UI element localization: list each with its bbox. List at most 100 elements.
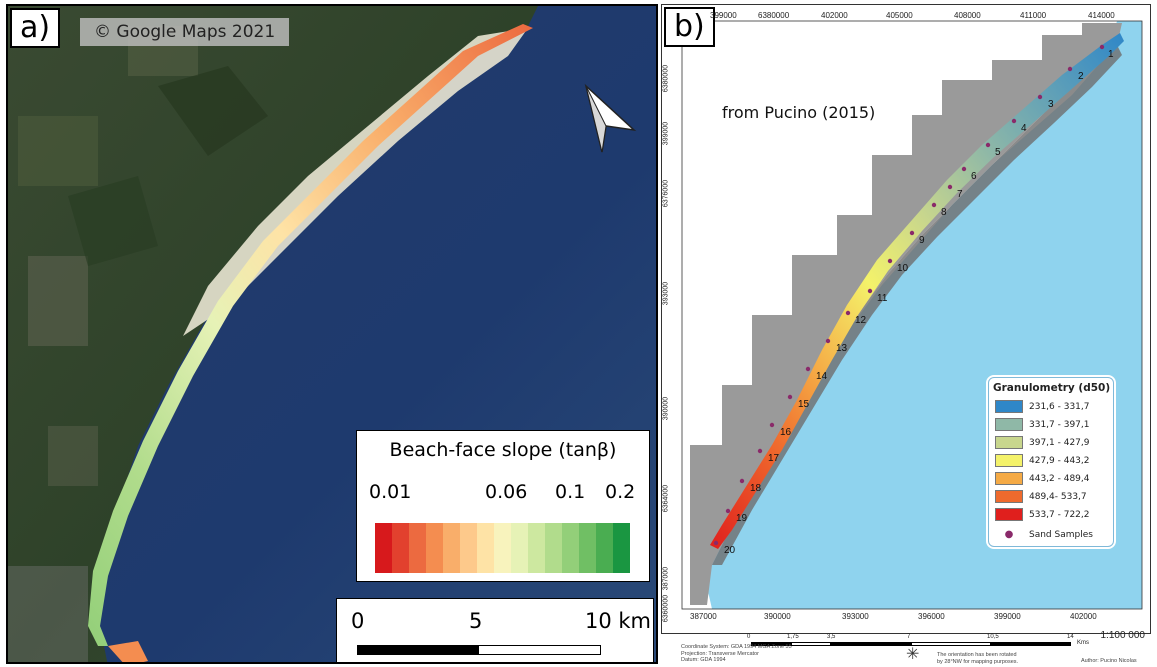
copyright-notice: © Google Maps 2021 — [80, 18, 290, 46]
sample-point — [825, 338, 831, 344]
scale-bar-graphic — [357, 645, 601, 655]
scale-b-segment — [991, 642, 1071, 646]
top-tick: 405000 — [886, 11, 913, 20]
granulometry-legend-title: Granulometry (d50) — [993, 382, 1111, 394]
compass-rose-icon: ✳ — [906, 644, 920, 663]
legend-swatch — [995, 418, 1023, 431]
scale-b-number: 7 — [907, 634, 911, 640]
top-tick: 414000 — [1088, 11, 1115, 20]
scale-bar-a: 0 5 10 km — [336, 598, 654, 662]
sample-label: 18 — [750, 483, 762, 494]
legend-class-label: 231,6 - 331,7 — [1029, 401, 1090, 412]
colorbar-swatch — [562, 523, 579, 573]
left-tick: 6376000 — [662, 179, 670, 208]
scale-label: 10 km — [585, 609, 652, 633]
bottom-tick: 387000 — [690, 612, 717, 621]
sample-point — [1099, 44, 1105, 50]
legend-class-row: 231,6 - 331,7 — [995, 400, 1090, 413]
left-tick: 390000 — [662, 396, 670, 421]
top-tick: 6380000 — [758, 11, 790, 20]
scale-b-segment — [911, 642, 991, 646]
colorbar-swatch — [579, 523, 596, 573]
satellite-map-imagery — [8, 6, 656, 662]
sample-point — [867, 288, 873, 294]
colorbar-swatch — [528, 523, 545, 573]
slope-tick: 0.2 — [605, 481, 636, 503]
sample-label: 14 — [816, 371, 828, 382]
colorbar-swatch — [613, 523, 630, 573]
sample-label: 5 — [995, 147, 1001, 158]
sample-label: 2 — [1078, 71, 1084, 82]
slope-tick: 0.01 — [369, 481, 412, 503]
sample-label: 12 — [855, 315, 867, 326]
footer-orientation-note: The orientation has been rotated by 28°N… — [937, 652, 1019, 665]
footer-coordinates: Coordinate System: GDA 1994 MGA Zone 55 … — [681, 644, 792, 663]
colorbar-swatch — [460, 523, 477, 573]
bottom-tick: 402000 — [1070, 612, 1097, 621]
colorbar-swatch — [511, 523, 528, 573]
legend-swatch — [995, 472, 1023, 485]
sample-point — [725, 508, 731, 514]
sample-label: 20 — [724, 545, 736, 556]
colorbar-swatch — [494, 523, 511, 573]
scale-b-number: 1,75 — [787, 634, 799, 640]
sample-label: 11 — [877, 293, 888, 304]
legend-class-label: 397,1 - 427,9 — [1029, 437, 1090, 448]
panel-b-label: b) — [664, 7, 715, 47]
legend-swatch — [995, 508, 1023, 521]
colorbar-swatch — [596, 523, 613, 573]
left-tick: 6380000 — [662, 64, 670, 93]
scale-b-segment — [751, 642, 791, 646]
sand-samples-label: Sand Samples — [1029, 529, 1093, 540]
sample-point — [713, 540, 719, 546]
legend-class-row: 533,7 - 722,2 — [995, 508, 1090, 521]
left-tick: 393000 — [662, 281, 670, 306]
legend-class-row: 427,9 - 443,2 — [995, 454, 1090, 467]
legend-swatch — [995, 436, 1023, 449]
sample-label: 15 — [798, 399, 810, 410]
legend-class-label: 443,2 - 489,4 — [1029, 473, 1090, 484]
scale-b-segment — [791, 642, 831, 646]
sample-point — [1037, 94, 1043, 100]
sample-label: 9 — [919, 235, 925, 246]
sample-label: 16 — [780, 427, 792, 438]
colorbar-swatch — [477, 523, 494, 573]
slope-legend-title: Beach-face slope (tanβ) — [389, 439, 617, 461]
sample-point — [757, 448, 763, 454]
slope-colorbar — [375, 523, 630, 573]
slope-tick: 0.06 — [485, 481, 528, 503]
left-tick: 399000 — [662, 121, 670, 146]
footer-author: Author: Pucino Nicolas — [1081, 658, 1137, 664]
left-tick: 6364000 — [662, 484, 670, 513]
granulometry-strip — [710, 33, 1124, 549]
sample-point — [947, 184, 953, 190]
sample-label: 19 — [736, 513, 748, 524]
legend-class-label: 331,7 - 397,1 — [1029, 419, 1090, 430]
scale-b-number: 10,5 — [987, 634, 999, 640]
legend-swatch — [995, 490, 1023, 503]
sample-point — [909, 230, 915, 236]
scale-b-number: 14 — [1067, 634, 1074, 640]
sample-point — [787, 394, 793, 400]
scale-b-unit: Kms — [1077, 640, 1089, 646]
legend-class-label: 533,7 - 722,2 — [1029, 509, 1090, 520]
slope-legend: Beach-face slope (tanβ) 0.01 0.06 0.1 0.… — [356, 430, 650, 582]
bottom-tick: 393000 — [842, 612, 869, 621]
scale-bar-b: 0 1,75 3,5 7 10,5 14 Kms — [747, 634, 1091, 650]
sample-point — [985, 142, 991, 148]
colorbar-swatch — [443, 523, 460, 573]
sample-point — [739, 478, 745, 484]
panel-a-satellite-map: a) © Google Maps 2021 Beach-face slope (… — [6, 4, 658, 664]
bottom-tick: 399000 — [994, 612, 1021, 621]
sample-point — [1011, 118, 1017, 124]
sample-label: 10 — [897, 263, 909, 274]
scale-b-number: 3,5 — [827, 634, 836, 640]
sample-label: 8 — [941, 207, 947, 218]
colorbar-swatch — [545, 523, 562, 573]
colorbar-swatch — [375, 523, 392, 573]
granulometry-legend: Granulometry (d50) 231,6 - 331,7 331,7 - … — [988, 377, 1114, 547]
sample-point — [1067, 66, 1073, 72]
sample-label: 13 — [836, 343, 848, 354]
sample-dot-icon: ● — [1004, 529, 1014, 540]
colorbar-swatch — [409, 523, 426, 573]
